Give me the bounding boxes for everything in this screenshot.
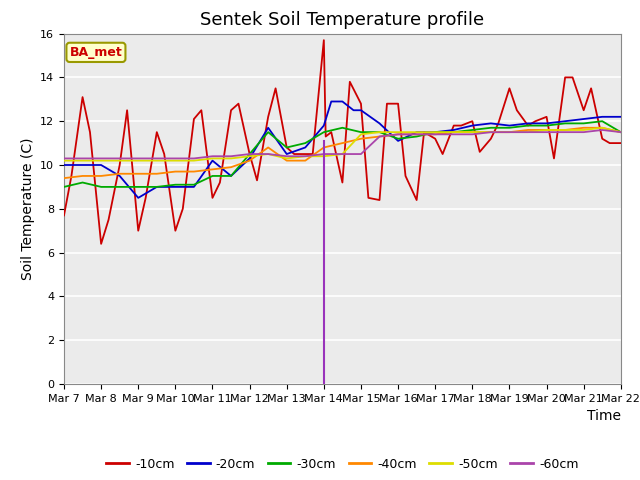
X-axis label: Time: Time xyxy=(587,409,621,423)
Y-axis label: Soil Temperature (C): Soil Temperature (C) xyxy=(20,138,35,280)
Title: Sentek Soil Temperature profile: Sentek Soil Temperature profile xyxy=(200,11,484,29)
Legend: -10cm, -20cm, -30cm, -40cm, -50cm, -60cm: -10cm, -20cm, -30cm, -40cm, -50cm, -60cm xyxy=(101,453,584,476)
Text: BA_met: BA_met xyxy=(70,46,122,59)
